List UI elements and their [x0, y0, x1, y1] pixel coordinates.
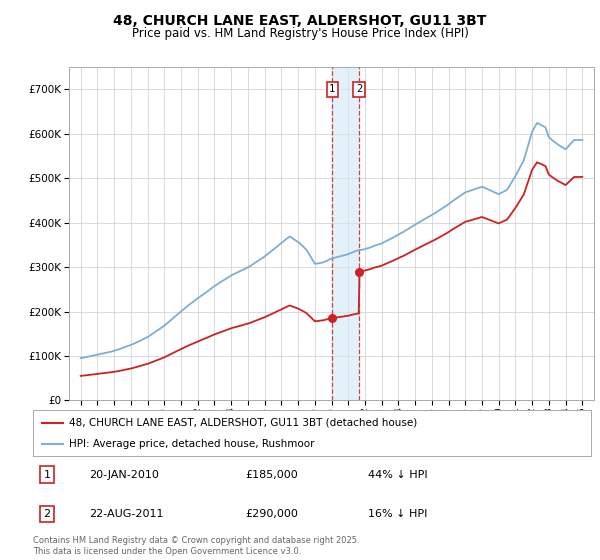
Text: 20-JAN-2010: 20-JAN-2010 — [89, 470, 158, 479]
Text: 22-AUG-2011: 22-AUG-2011 — [89, 509, 163, 519]
Text: 1: 1 — [43, 470, 50, 479]
Text: 48, CHURCH LANE EAST, ALDERSHOT, GU11 3BT (detached house): 48, CHURCH LANE EAST, ALDERSHOT, GU11 3B… — [69, 418, 418, 428]
Text: £290,000: £290,000 — [245, 509, 298, 519]
Text: Contains HM Land Registry data © Crown copyright and database right 2025.
This d: Contains HM Land Registry data © Crown c… — [33, 536, 359, 556]
Text: 1: 1 — [329, 85, 335, 95]
Text: 44% ↓ HPI: 44% ↓ HPI — [368, 470, 427, 479]
Text: 48, CHURCH LANE EAST, ALDERSHOT, GU11 3BT: 48, CHURCH LANE EAST, ALDERSHOT, GU11 3B… — [113, 14, 487, 28]
Text: 2: 2 — [356, 85, 362, 95]
Bar — [332, 67, 359, 400]
Text: £185,000: £185,000 — [245, 470, 298, 479]
Text: 2: 2 — [43, 509, 50, 519]
Text: Price paid vs. HM Land Registry's House Price Index (HPI): Price paid vs. HM Land Registry's House … — [131, 27, 469, 40]
Text: 16% ↓ HPI: 16% ↓ HPI — [368, 509, 427, 519]
Text: HPI: Average price, detached house, Rushmoor: HPI: Average price, detached house, Rush… — [69, 439, 315, 449]
